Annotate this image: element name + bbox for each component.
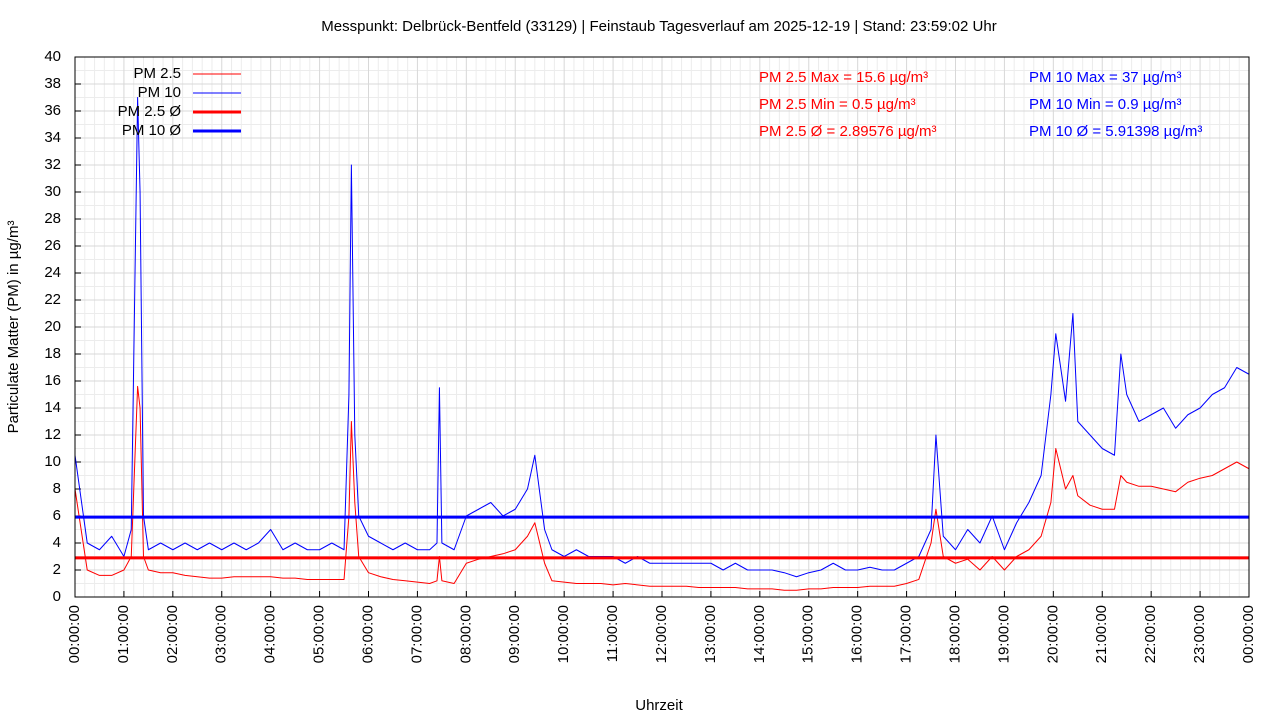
y-tick-label: 12	[44, 426, 61, 443]
y-tick-label: 16	[44, 372, 61, 389]
stat-annotation: PM 10 Ø = 5.91398 µg/m³	[1029, 123, 1202, 140]
legend-label: PM 10	[138, 84, 181, 101]
stat-annotation: PM 10 Max = 37 µg/m³	[1029, 69, 1181, 86]
x-tick-label: 15:00:00	[800, 605, 817, 663]
x-tick-label: 03:00:00	[213, 605, 230, 663]
y-tick-label: 38	[44, 75, 61, 92]
y-tick-label: 20	[44, 318, 61, 335]
stat-annotation: PM 2.5 Max = 15.6 µg/m³	[759, 69, 928, 86]
chart-title: Messpunkt: Delbrück-Bentfeld (33129) | F…	[321, 18, 996, 35]
x-tick-label: 21:00:00	[1093, 605, 1110, 663]
y-tick-label: 14	[44, 399, 61, 416]
x-tick-label: 11:00:00	[604, 605, 621, 662]
stat-annotation: PM 2.5 Min = 0.5 µg/m³	[759, 96, 916, 113]
x-tick-label: 13:00:00	[702, 605, 719, 663]
x-tick-label: 19:00:00	[995, 605, 1012, 663]
data-line	[74, 97, 1250, 578]
data-line	[74, 385, 1250, 591]
y-tick-label: 28	[44, 210, 61, 227]
x-tick-label: 16:00:00	[849, 605, 866, 663]
y-tick-label: 26	[44, 237, 61, 254]
x-tick-label: 22:00:00	[1142, 605, 1159, 663]
y-tick-label: 4	[53, 534, 61, 551]
x-tick-label: 14:00:00	[751, 605, 768, 663]
legend-label: PM 2.5 Ø	[118, 103, 182, 120]
x-tick-label: 10:00:00	[555, 605, 572, 663]
plot-frame	[74, 56, 1250, 598]
y-tick-label: 0	[53, 588, 61, 605]
y-tick-label: 22	[44, 291, 61, 308]
y-tick-label: 24	[44, 264, 61, 281]
x-tick-label: 07:00:00	[408, 605, 425, 663]
x-tick-label: 08:00:00	[457, 605, 474, 663]
x-tick-label: 20:00:00	[1044, 605, 1061, 663]
y-tick-label: 10	[44, 453, 61, 470]
x-tick-label: 00:00:00	[66, 605, 83, 663]
y-tick-label: 34	[44, 129, 61, 146]
y-tick-label: 32	[44, 156, 61, 173]
stat-annotation: PM 10 Min = 0.9 µg/m³	[1029, 96, 1181, 113]
x-tick-label: 18:00:00	[946, 605, 963, 663]
x-tick-label: 12:00:00	[653, 605, 670, 663]
x-tick-label: 04:00:00	[262, 605, 279, 663]
legend-label: PM 2.5	[133, 65, 181, 82]
legend-label: PM 10 Ø	[122, 122, 182, 139]
x-tick-label: 09:00:00	[506, 605, 523, 663]
y-tick-label: 6	[53, 507, 61, 524]
stat-annotation: PM 2.5 Ø = 2.89576 µg/m³	[759, 123, 936, 140]
y-tick-label: 40	[44, 48, 61, 65]
y-tick-label: 2	[53, 561, 61, 578]
y-tick-label: 18	[44, 345, 61, 362]
y-tick-label: 30	[44, 183, 61, 200]
x-tick-label: 02:00:00	[164, 605, 181, 663]
y-tick-label: 8	[53, 480, 61, 497]
x-tick-label: 06:00:00	[359, 605, 376, 663]
y-axis-label: Particulate Matter (PM) in µg/m³	[5, 221, 22, 434]
x-tick-label: 01:00:00	[115, 605, 132, 663]
x-tick-label: 17:00:00	[898, 605, 915, 663]
x-tick-label: 00:00:00	[1240, 605, 1257, 663]
x-tick-label: 23:00:00	[1191, 605, 1208, 663]
x-tick-label: 05:00:00	[311, 605, 328, 663]
x-axis-label: Uhrzeit	[635, 697, 683, 714]
y-tick-label: 36	[44, 102, 61, 119]
